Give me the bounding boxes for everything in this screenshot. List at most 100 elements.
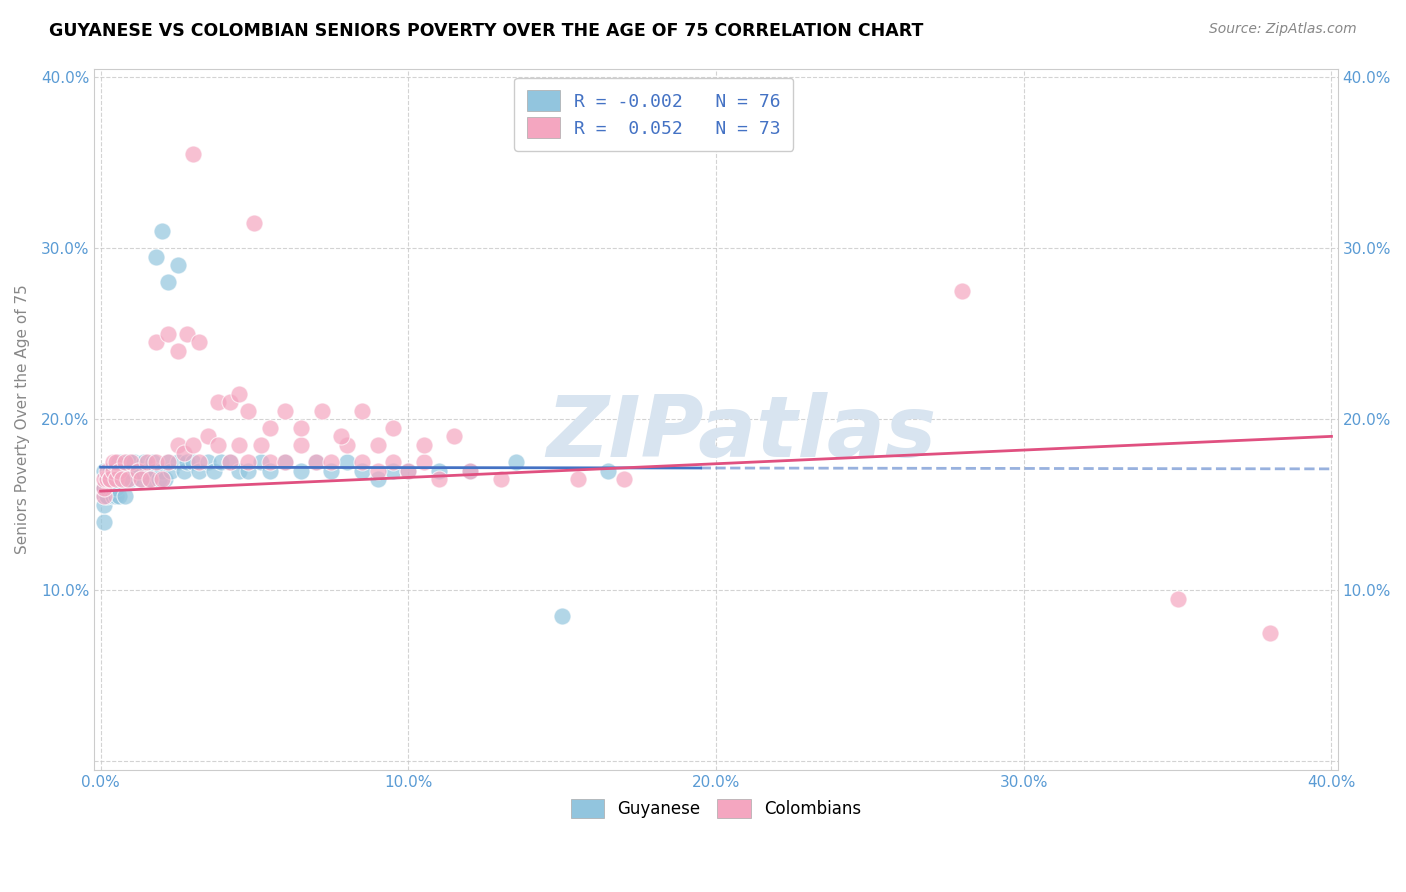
Point: [613, 472, 636, 486]
Point: [249, 438, 271, 452]
Point: [218, 455, 240, 469]
Point: [209, 455, 232, 469]
Point: [458, 464, 481, 478]
Point: [157, 455, 180, 469]
Point: [950, 284, 973, 298]
Point: [166, 455, 188, 469]
Point: [381, 464, 404, 478]
Point: [197, 455, 219, 469]
Point: [129, 472, 152, 486]
Point: [93, 481, 115, 495]
Point: [259, 464, 281, 478]
Point: [321, 455, 343, 469]
Point: [352, 403, 374, 417]
Point: [274, 403, 297, 417]
Point: [489, 472, 512, 486]
Point: [93, 489, 115, 503]
Point: [145, 335, 167, 350]
Point: [367, 464, 389, 478]
Point: [101, 481, 124, 495]
Point: [305, 455, 328, 469]
Point: [259, 455, 281, 469]
Point: [166, 343, 188, 358]
Point: [321, 464, 343, 478]
Point: [93, 498, 115, 512]
Point: [412, 438, 434, 452]
Point: [238, 464, 260, 478]
Point: [93, 481, 115, 495]
Point: [105, 464, 128, 478]
Point: [367, 472, 389, 486]
Point: [108, 455, 131, 469]
Point: [352, 464, 374, 478]
Point: [218, 455, 240, 469]
Legend: Guyanese, Colombians: Guyanese, Colombians: [564, 792, 868, 825]
Point: [145, 455, 167, 469]
Point: [249, 455, 271, 469]
Point: [98, 481, 121, 495]
Point: [157, 276, 180, 290]
Point: [145, 250, 167, 264]
Point: [173, 464, 195, 478]
Point: [98, 472, 121, 486]
Point: [93, 515, 115, 529]
Point: [120, 472, 142, 486]
Point: [111, 464, 134, 478]
Y-axis label: Seniors Poverty Over the Age of 75: Seniors Poverty Over the Age of 75: [15, 285, 30, 554]
Point: [181, 438, 204, 452]
Point: [155, 472, 177, 486]
Point: [139, 472, 162, 486]
Point: [101, 464, 124, 478]
Point: [120, 464, 142, 478]
Point: [176, 326, 198, 341]
Point: [396, 464, 419, 478]
Point: [228, 438, 250, 452]
Point: [105, 489, 128, 503]
Point: [352, 455, 374, 469]
Point: [1258, 626, 1281, 640]
Point: [381, 421, 404, 435]
Point: [127, 464, 149, 478]
Point: [181, 455, 204, 469]
Point: [290, 464, 312, 478]
Text: ZIPatlas: ZIPatlas: [546, 392, 936, 475]
Point: [427, 472, 450, 486]
Point: [108, 464, 131, 478]
Point: [117, 472, 139, 486]
Point: [93, 472, 115, 486]
Point: [135, 455, 157, 469]
Point: [238, 403, 260, 417]
Point: [93, 481, 115, 495]
Point: [204, 464, 226, 478]
Point: [412, 455, 434, 469]
Point: [176, 455, 198, 469]
Point: [228, 386, 250, 401]
Point: [157, 455, 180, 469]
Point: [96, 464, 118, 478]
Point: [101, 464, 124, 478]
Point: [381, 455, 404, 469]
Point: [188, 335, 211, 350]
Point: [145, 464, 167, 478]
Point: [111, 472, 134, 486]
Point: [188, 464, 211, 478]
Point: [96, 472, 118, 486]
Point: [105, 481, 128, 495]
Point: [228, 464, 250, 478]
Point: [274, 455, 297, 469]
Point: [458, 464, 481, 478]
Point: [166, 258, 188, 272]
Point: [197, 429, 219, 443]
Point: [117, 464, 139, 478]
Point: [101, 455, 124, 469]
Point: [551, 609, 574, 624]
Text: GUYANESE VS COLOMBIAN SENIORS POVERTY OVER THE AGE OF 75 CORRELATION CHART: GUYANESE VS COLOMBIAN SENIORS POVERTY OV…: [49, 22, 924, 40]
Point: [98, 464, 121, 478]
Point: [427, 464, 450, 478]
Point: [305, 455, 328, 469]
Point: [259, 421, 281, 435]
Point: [181, 147, 204, 161]
Point: [135, 464, 157, 478]
Point: [336, 455, 359, 469]
Point: [150, 464, 173, 478]
